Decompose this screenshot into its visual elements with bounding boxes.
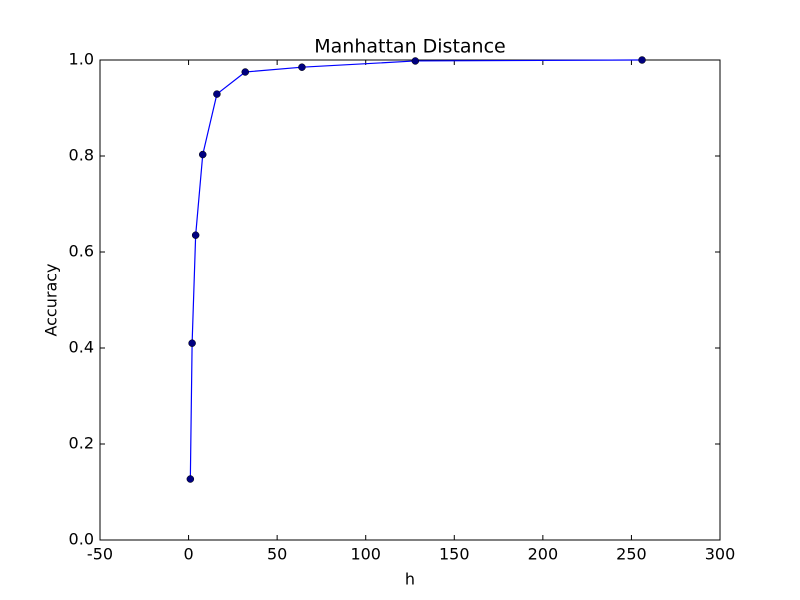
marker: [241, 68, 250, 76]
marker: [411, 57, 420, 65]
chart-title: Manhattan Distance: [314, 36, 505, 58]
x-tick-label: 200: [528, 545, 559, 564]
y-tick-label: 0.6: [69, 242, 94, 261]
marker: [638, 56, 646, 64]
marker: [186, 475, 195, 483]
y-tick-label: 0.2: [69, 434, 94, 453]
marker: [298, 63, 306, 71]
x-tick-label: 100: [350, 545, 381, 564]
marker: [213, 90, 221, 98]
y-tick-label: 0.8: [69, 146, 94, 165]
x-tick-label: 0: [183, 545, 193, 564]
x-tick-label: 150: [439, 545, 470, 564]
y-axis-label: Accuracy: [42, 263, 61, 336]
plot-frame: [99, 59, 721, 541]
x-tick-label: 300: [705, 545, 736, 564]
y-tick-label: 0.4: [69, 338, 94, 357]
x-tick-label: 50: [267, 545, 287, 564]
y-tick-label: 1.0: [69, 50, 94, 69]
x-tick-label: 250: [616, 545, 647, 564]
marker: [188, 339, 196, 347]
marker: [198, 150, 207, 159]
y-tick-label: 0.0: [69, 530, 94, 549]
x-tick-label: -50: [87, 545, 113, 564]
marker: [191, 231, 200, 239]
x-axis-label: h: [405, 570, 415, 589]
